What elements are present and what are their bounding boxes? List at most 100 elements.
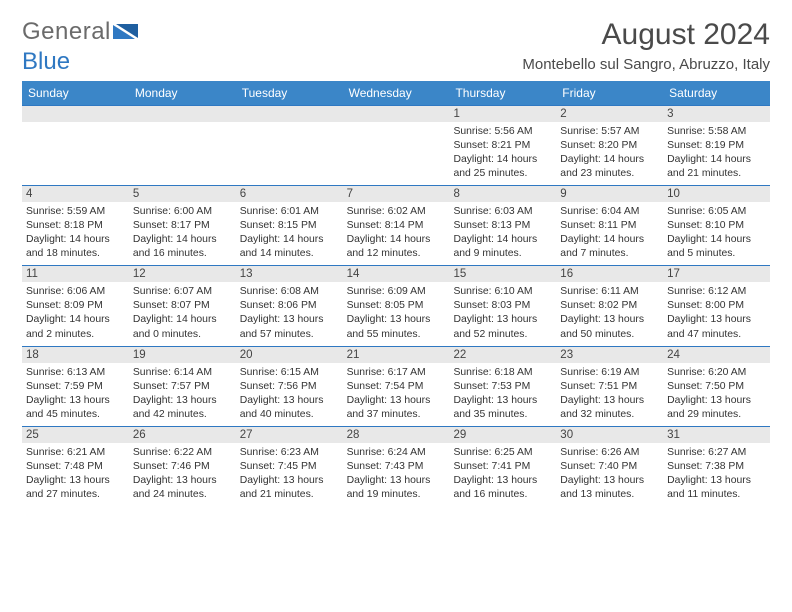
calendar-day: 5Sunrise: 6:00 AMSunset: 8:17 PMDaylight… [129,185,236,265]
day-details: Sunrise: 6:06 AMSunset: 8:09 PMDaylight:… [26,285,125,341]
sunset-text: Sunset: 8:20 PM [560,139,659,153]
day-details: Sunrise: 6:19 AMSunset: 7:51 PMDaylight:… [560,366,659,422]
sunrise-text: Sunrise: 6:24 AM [347,446,446,460]
sunset-text: Sunset: 7:45 PM [240,460,339,474]
sunset-text: Sunset: 7:51 PM [560,380,659,394]
daylight-text: Daylight: 13 hours and 13 minutes. [560,474,659,502]
day-number: 14 [343,265,450,282]
daylight-text: Daylight: 14 hours and 21 minutes. [667,153,766,181]
day-number: 13 [236,265,343,282]
calendar-week: 18 Sunrise: 6:13 AMSunset: 7:59 PM Dayligh… [22,346,770,426]
sunset-text: Sunset: 7:57 PM [133,380,232,394]
day-details: Sunrise: 6:23 AMSunset: 7:45 PMDaylight:… [240,446,339,502]
header: General August 2024 Montebello sul Sangr… [22,18,770,73]
day-details: Sunrise: 6:03 AMSunset: 8:13 PMDaylight:… [453,205,552,261]
calendar-day: 21Sunrise: 6:17 AMSunset: 7:54 PMDayligh… [343,346,450,426]
calendar-week: 25Sunrise: 6:21 AMSunset: 7:48 PMDayligh… [22,426,770,506]
logo-mark-icon [113,18,139,46]
calendar-day: 18Sunrise: 6:13 AMSunset: 7:59 PMDayligh… [22,346,129,426]
sunset-text: Sunset: 8:21 PM [453,139,552,153]
day-details: Sunrise: 6:09 AMSunset: 8:05 PMDaylight:… [347,285,446,341]
calendar-day: 23 Sunrise: 6:19 AMSunset: 7:51 PMDayligh… [556,346,663,426]
sunset-text: Sunset: 8:19 PM [667,139,766,153]
calendar-day: 20 Sunrise: 6:15 AMSunset: 7:56 PMDayligh… [236,346,343,426]
day-number: 28 [343,426,450,443]
calendar-day: . [343,105,450,185]
daylight-text: Daylight: 13 hours and 42 minutes. [133,394,232,422]
calendar-day: 26Sunrise: 6:22 AMSunset: 7:46 PMDayligh… [129,426,236,506]
calendar-day: 11Sunrise: 6:06 AMSunset: 8:09 PMDayligh… [22,265,129,345]
calendar-day: 25Sunrise: 6:21 AMSunset: 7:48 PMDayligh… [22,426,129,506]
daylight-text: Daylight: 13 hours and 50 minutes. [560,313,659,341]
day-details: Sunrise: 6:01 AMSunset: 8:15 PMDaylight:… [240,205,339,261]
calendar-day: . [22,105,129,185]
daylight-text: Daylight: 13 hours and 47 minutes. [667,313,766,341]
sunset-text: Sunset: 7:48 PM [26,460,125,474]
sunset-text: Sunset: 7:38 PM [667,460,766,474]
sunrise-text: Sunrise: 6:08 AM [240,285,339,299]
calendar-day: 22Sunrise: 6:18 AMSunset: 7:53 PMDayligh… [449,346,556,426]
day-number: 23 [556,346,663,363]
calendar-day: 8Sunrise: 6:03 AMSunset: 8:13 PMDaylight… [449,185,556,265]
calendar-day: 15Sunrise: 6:10 AMSunset: 8:03 PMDayligh… [449,265,556,345]
day-number: 29 [449,426,556,443]
day-details: Sunrise: 6:02 AMSunset: 8:14 PMDaylight:… [347,205,446,261]
daylight-text: Daylight: 13 hours and 29 minutes. [667,394,766,422]
day-details: Sunrise: 6:00 AMSunset: 8:17 PMDaylight:… [133,205,232,261]
sunset-text: Sunset: 7:53 PM [453,380,552,394]
weekday-header: Tuesday [236,81,343,105]
sunrise-text: Sunrise: 5:58 AM [667,125,766,139]
day-number: 3 [663,105,770,122]
day-number: 2 [556,105,663,122]
sunset-text: Sunset: 7:59 PM [26,380,125,394]
sunrise-text: Sunrise: 6:13 AM [26,366,125,380]
daylight-text: Daylight: 13 hours and 21 minutes. [240,474,339,502]
daylight-text: Daylight: 14 hours and 23 minutes. [560,153,659,181]
day-details: Sunrise: 6:21 AMSunset: 7:48 PMDaylight:… [26,446,125,502]
page-subtitle: Montebello sul Sangro, Abruzzo, Italy [522,56,770,73]
calendar: SundayMondayTuesdayWednesdayThursdayFrid… [22,81,770,506]
sunset-text: Sunset: 8:00 PM [667,299,766,313]
day-number: 7 [343,185,450,202]
sunset-text: Sunset: 7:43 PM [347,460,446,474]
daylight-text: Daylight: 13 hours and 32 minutes. [560,394,659,422]
day-details: Sunrise: 5:59 AMSunset: 8:18 PMDaylight:… [26,205,125,261]
calendar-day: 27 Sunrise: 6:23 AMSunset: 7:45 PMDayligh… [236,426,343,506]
calendar-week: 4Sunrise: 5:59 AMSunset: 8:18 PMDaylight… [22,185,770,265]
calendar-body: ....1Sunrise: 5:56 AMSunset: 8:21 PMDayl… [22,105,770,506]
calendar-day: 14 Sunrise: 6:09 AMSunset: 8:05 PMDayligh… [343,265,450,345]
day-number: 18 [22,346,129,363]
daylight-text: Daylight: 14 hours and 0 minutes. [133,313,232,341]
sunset-text: Sunset: 8:13 PM [453,219,552,233]
day-details: Sunrise: 6:04 AMSunset: 8:11 PMDaylight:… [560,205,659,261]
daylight-text: Daylight: 14 hours and 12 minutes. [347,233,446,261]
sunrise-text: Sunrise: 5:59 AM [26,205,125,219]
daylight-text: Daylight: 14 hours and 14 minutes. [240,233,339,261]
sunset-text: Sunset: 8:02 PM [560,299,659,313]
sunrise-text: Sunrise: 6:21 AM [26,446,125,460]
day-number: 17 [663,265,770,282]
day-number: 12 [129,265,236,282]
day-details: Sunrise: 5:56 AMSunset: 8:21 PMDaylight:… [453,125,552,181]
calendar-day: 6Sunrise: 6:01 AMSunset: 8:15 PMDaylight… [236,185,343,265]
sunset-text: Sunset: 7:50 PM [667,380,766,394]
day-details: Sunrise: 6:27 AMSunset: 7:38 PMDaylight:… [667,446,766,502]
day-number: 27 [236,426,343,443]
daylight-text: Daylight: 13 hours and 37 minutes. [347,394,446,422]
daylight-text: Daylight: 13 hours and 55 minutes. [347,313,446,341]
day-details: Sunrise: 6:24 AMSunset: 7:43 PMDaylight:… [347,446,446,502]
day-details: Sunrise: 6:20 AMSunset: 7:50 PMDaylight:… [667,366,766,422]
sunset-text: Sunset: 7:40 PM [560,460,659,474]
sunrise-text: Sunrise: 5:56 AM [453,125,552,139]
calendar-day: 16Sunrise: 6:11 AMSunset: 8:02 PMDayligh… [556,265,663,345]
day-number: 20 [236,346,343,363]
day-details: Sunrise: 6:15 AMSunset: 7:56 PMDaylight:… [240,366,339,422]
calendar-day: 24Sunrise: 6:20 AMSunset: 7:50 PMDayligh… [663,346,770,426]
sunset-text: Sunset: 8:17 PM [133,219,232,233]
day-details: Sunrise: 5:58 AMSunset: 8:19 PMDaylight:… [667,125,766,181]
sunset-text: Sunset: 7:56 PM [240,380,339,394]
daylight-text: Daylight: 13 hours and 11 minutes. [667,474,766,502]
title-block: August 2024 Montebello sul Sangro, Abruz… [522,18,770,73]
sunrise-text: Sunrise: 6:09 AM [347,285,446,299]
sunset-text: Sunset: 8:07 PM [133,299,232,313]
